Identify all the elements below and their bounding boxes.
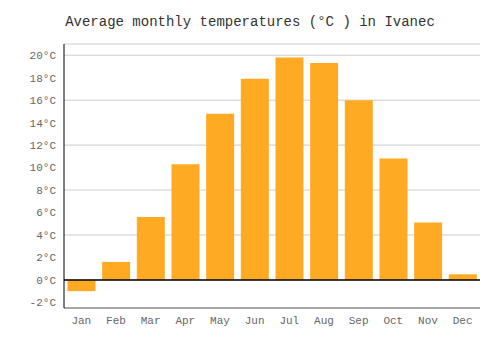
svg-text:20°C: 20°C: [30, 50, 57, 62]
svg-text:4°C: 4°C: [36, 230, 56, 242]
svg-text:Jul: Jul: [279, 315, 299, 327]
svg-text:Nov: Nov: [418, 315, 438, 327]
svg-text:-2°C: -2°C: [30, 297, 57, 309]
svg-text:Dec: Dec: [453, 315, 473, 327]
svg-text:Oct: Oct: [383, 315, 403, 327]
svg-text:16°C: 16°C: [30, 95, 57, 107]
svg-text:Mar: Mar: [141, 315, 161, 327]
svg-text:2°C: 2°C: [36, 252, 56, 264]
svg-text:Feb: Feb: [106, 315, 126, 327]
svg-text:0°C: 0°C: [36, 275, 56, 287]
svg-text:May: May: [210, 315, 230, 327]
svg-text:Jun: Jun: [245, 315, 265, 327]
svg-text:Sep: Sep: [349, 315, 369, 327]
svg-text:14°C: 14°C: [30, 118, 57, 130]
svg-text:6°C: 6°C: [36, 207, 56, 219]
svg-text:10°C: 10°C: [30, 162, 57, 174]
svg-text:Apr: Apr: [175, 315, 195, 327]
svg-text:12°C: 12°C: [30, 140, 57, 152]
svg-text:18°C: 18°C: [30, 73, 57, 85]
svg-text:Jan: Jan: [71, 315, 91, 327]
svg-text:Aug: Aug: [314, 315, 334, 327]
svg-text:8°C: 8°C: [36, 185, 56, 197]
html-text:Average monthly temperatures (: Average monthly temperatures (°C ) in Iv…: [65, 14, 435, 30]
